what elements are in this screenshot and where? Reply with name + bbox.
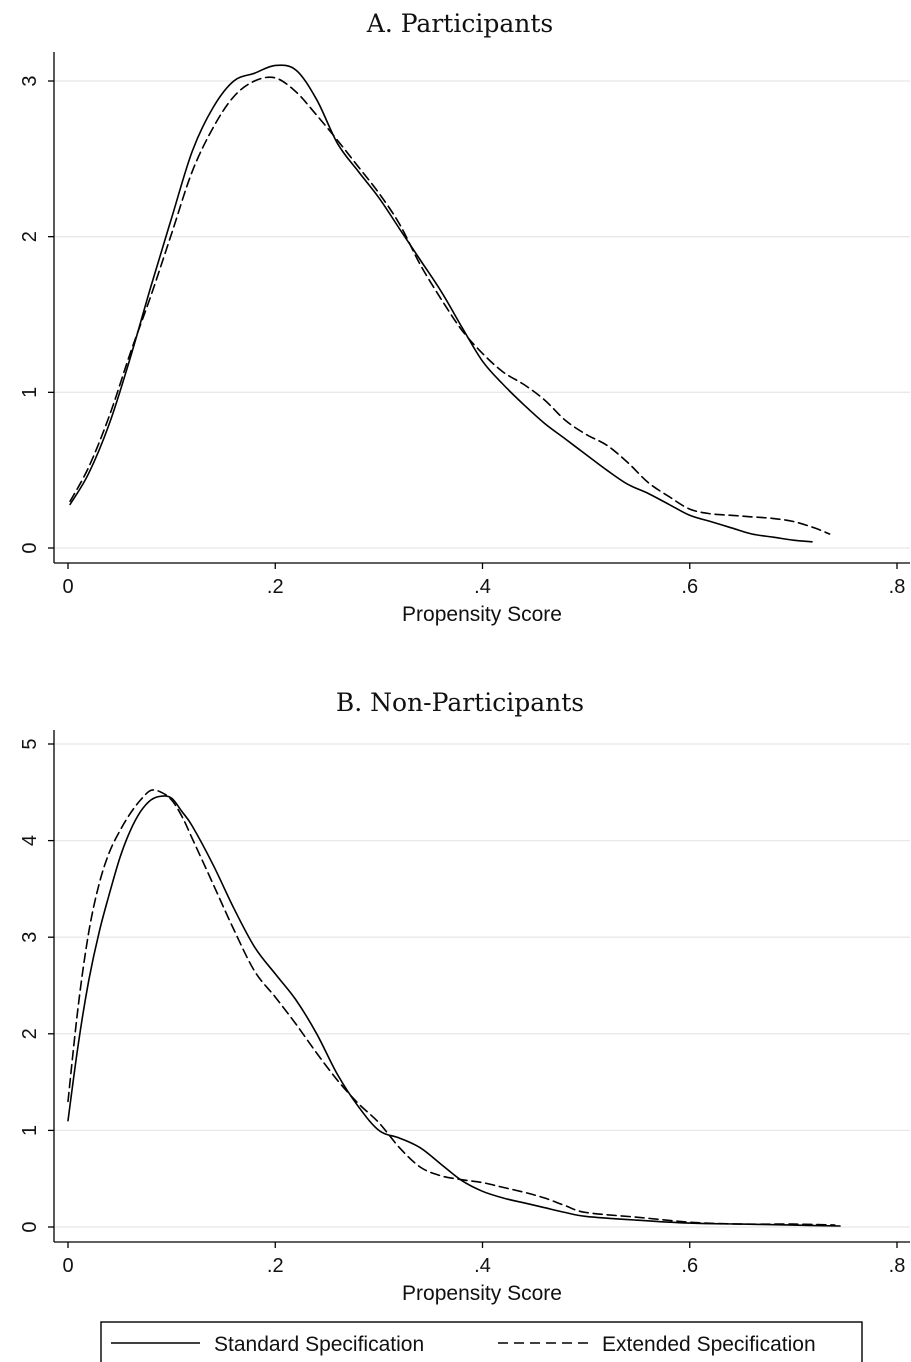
series-line-extended bbox=[67, 789, 836, 1226]
y-tick-label: 4 bbox=[19, 835, 41, 846]
x-tick-label: 0 bbox=[62, 1255, 73, 1277]
x-tick-labels: 0 .2 .4 .6 .8 bbox=[62, 1255, 905, 1277]
x-tick-labels: 0 .2 .4 .6 .8 bbox=[62, 576, 905, 598]
legend-label-extended: Extended Specification bbox=[602, 1333, 816, 1356]
chart-title: A. Participants bbox=[366, 9, 553, 38]
x-tick-label: .4 bbox=[474, 576, 491, 598]
x-tick-label: 0 bbox=[62, 576, 73, 598]
y-tick-label: 5 bbox=[19, 738, 41, 749]
legend-label-standard: Standard Specification bbox=[214, 1333, 424, 1356]
y-tick-label: 3 bbox=[19, 932, 41, 943]
chart-title: B. Non-Participants bbox=[336, 688, 584, 717]
x-axis-label: Propensity Score bbox=[402, 603, 562, 626]
legend: Standard Specification Extended Specific… bbox=[100, 1321, 863, 1362]
y-tick-label: 2 bbox=[19, 231, 41, 242]
x-tick-label: .6 bbox=[681, 1255, 698, 1277]
series-line-extended bbox=[69, 76, 831, 535]
gridlines bbox=[54, 743, 910, 1228]
x-tick-label: .6 bbox=[681, 576, 698, 598]
series-group bbox=[69, 64, 831, 543]
y-tick-label: 3 bbox=[19, 75, 41, 86]
y-tick-label: 0 bbox=[19, 1221, 41, 1232]
y-tick-label: 2 bbox=[19, 1028, 41, 1039]
chart-panel-participants: A. Participants 0 1 2 3 0 .2 .4 .6 .8 Propensit… bbox=[19, 9, 910, 626]
series-line-standard bbox=[69, 64, 813, 543]
x-tick-label: .4 bbox=[474, 1255, 491, 1277]
y-tick-label: 1 bbox=[19, 1125, 41, 1136]
legend-box bbox=[100, 1321, 863, 1362]
series-group bbox=[67, 789, 841, 1227]
series-line-standard bbox=[67, 795, 841, 1227]
y-tick-labels: 0 1 2 3 bbox=[19, 75, 41, 553]
x-tick-label: .2 bbox=[267, 576, 284, 598]
gridlines bbox=[54, 80, 910, 549]
y-tick-label: 1 bbox=[19, 387, 41, 398]
x-tick-label: .8 bbox=[889, 1255, 906, 1277]
x-tick-label: .2 bbox=[267, 1255, 284, 1277]
axes bbox=[48, 730, 910, 1248]
chart-panel-non-participants: B. Non-Participants 0 1 2 3 4 5 0 .2 .4 .6 .8 Pro… bbox=[19, 688, 910, 1305]
y-tick-labels: 0 1 2 3 4 5 bbox=[19, 738, 41, 1232]
axes bbox=[48, 52, 910, 569]
x-axis-label: Propensity Score bbox=[402, 1282, 562, 1305]
y-tick-label: 0 bbox=[19, 542, 41, 553]
x-tick-label: .8 bbox=[889, 576, 906, 598]
